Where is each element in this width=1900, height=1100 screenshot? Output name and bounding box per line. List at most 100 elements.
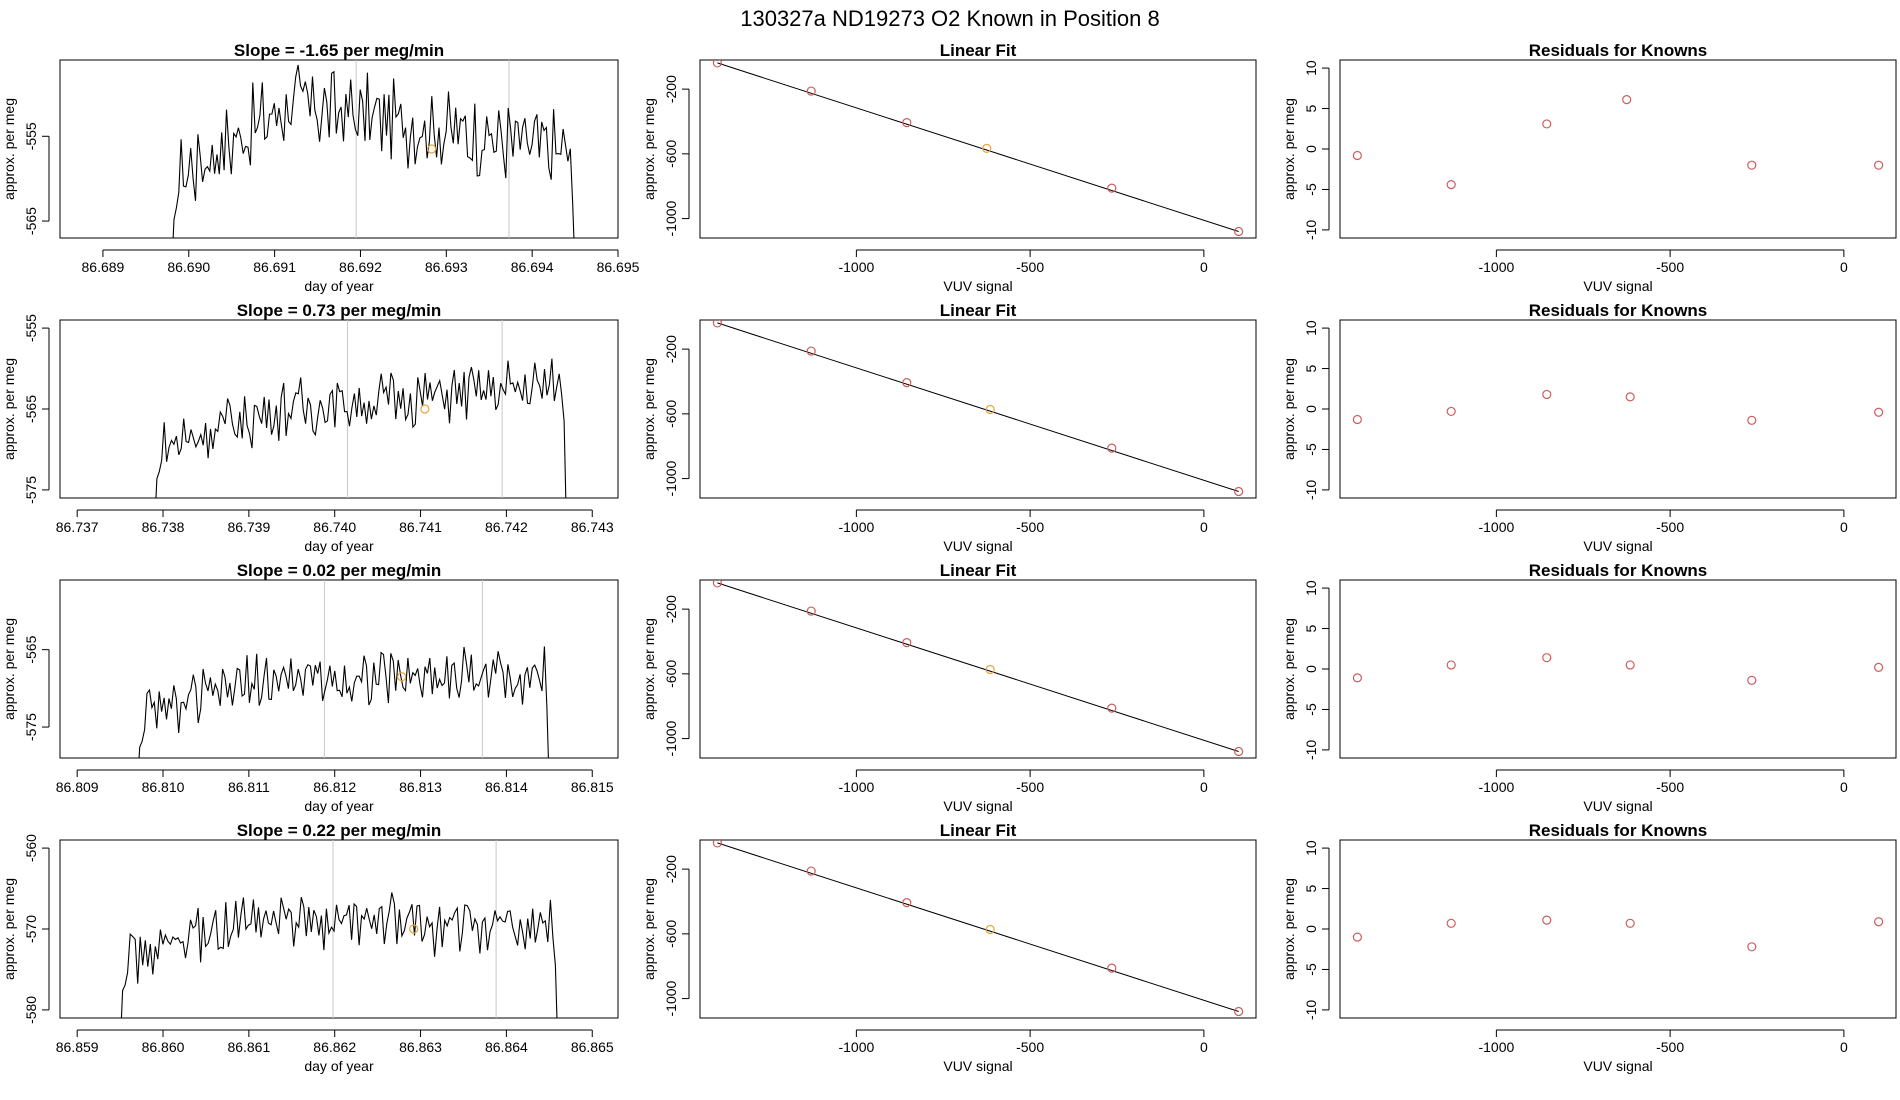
y-axis-label: approx. per meg (1281, 618, 1297, 720)
y-tick-label: 5 (1303, 624, 1319, 632)
fit-point (806, 346, 816, 356)
y-tick-label: -1000 (663, 720, 679, 756)
y-tick-label: 10 (1303, 60, 1319, 76)
x-tick-label: -500 (1016, 1039, 1044, 1055)
y-tick-label: -5 (1303, 963, 1319, 976)
residual-point (1747, 675, 1757, 685)
x-tick-label: 86.692 (339, 259, 382, 275)
plot-marks (712, 580, 1244, 757)
x-tick-label: 86.691 (253, 259, 296, 275)
residual-point (1747, 942, 1757, 952)
y-tick-label: 0 (1303, 665, 1319, 673)
y-axis-label: approx. per meg (641, 878, 657, 980)
residual-point (1542, 915, 1552, 925)
fit-point (806, 866, 816, 876)
y-axis-label: approx. per meg (641, 358, 657, 460)
y-tick-label: -5 (1303, 703, 1319, 716)
y-tick-label: -1000 (663, 980, 679, 1016)
residual-point (1747, 415, 1757, 425)
fit-point (806, 86, 816, 96)
residual-point (1542, 389, 1552, 400)
y-axis-label: approx. per meg (1, 98, 17, 200)
y-tick-label: -600 (663, 400, 679, 428)
panel-title: Slope = -1.65 per meg/min (234, 41, 444, 60)
plot-marks (138, 580, 549, 758)
y-tick-label: -555 (23, 122, 39, 150)
plot-marks (712, 60, 1244, 237)
fit-line (717, 62, 1239, 233)
fit-line (717, 582, 1239, 753)
x-axis-label: VUV signal (1583, 798, 1652, 814)
residual-point (1625, 918, 1635, 928)
x-tick-label: 0 (1840, 779, 1848, 795)
fit-point (982, 143, 992, 153)
y-tick-label: 5 (1303, 104, 1319, 112)
x-axis-label: VUV signal (943, 278, 1012, 294)
y-axis-label: approx. per meg (641, 618, 657, 720)
x-tick-label: 86.813 (399, 779, 442, 795)
fit-point (1107, 963, 1117, 973)
y-tick-label: -555 (23, 314, 39, 342)
y-tick-label: -10 (1303, 220, 1319, 240)
residual-point (1446, 918, 1456, 928)
plot-marks (1352, 389, 1884, 425)
x-tick-label: 86.740 (313, 519, 356, 535)
panel-timeseries-row-2: Slope = 0.73 per meg/min 86.737 86.738 86.7… (1, 301, 619, 554)
x-tick-label: 86.738 (142, 519, 185, 535)
x-tick-label: 86.865 (571, 1039, 614, 1055)
fit-point (902, 118, 912, 128)
y-tick-label: 0 (1303, 925, 1319, 933)
x-axis-label: VUV signal (1583, 278, 1652, 294)
fit-point (712, 60, 722, 68)
x-tick-label: -500 (1656, 779, 1684, 795)
residual-point (1542, 119, 1552, 129)
residual-point (1625, 660, 1635, 670)
x-tick-label: 86.741 (399, 519, 442, 535)
panel-title: Residuals for Knowns (1529, 301, 1708, 320)
panel-title: Linear Fit (940, 821, 1017, 840)
panel-grid: Slope = -1.65 per meg/min 86.689 86.690 86.… (1, 41, 1897, 1074)
plot-marks (1352, 653, 1884, 685)
signal-trace (155, 358, 567, 498)
x-tick-label: 86.811 (228, 779, 270, 795)
y-tick-label: -575 (23, 476, 39, 504)
panel-residuals-row-4: Residuals for Knowns -1000 -500 0 VUV signal… (1281, 821, 1897, 1074)
fit-point (1234, 486, 1244, 497)
y-tick-label: 10 (1303, 320, 1319, 336)
plot-frame (1339, 59, 1897, 239)
x-tick-label: 86.814 (485, 779, 528, 795)
y-tick-label: -5 (1303, 183, 1319, 196)
x-axis-label: day of year (304, 798, 374, 814)
residual-point (1446, 406, 1456, 417)
panel-timeseries-row-4: Slope = 0.22 per meg/min 86.859 86.860 86.8… (1, 821, 619, 1074)
x-tick-label: 0 (1840, 1039, 1848, 1055)
x-tick-label: 86.812 (313, 779, 356, 795)
panel-residuals-row-2: Residuals for Knowns -1000 -500 0 VUV signal… (1281, 301, 1897, 554)
x-tick-label: -1000 (1478, 1039, 1514, 1055)
plot-marks (712, 840, 1244, 1017)
y-tick-label: -10 (1303, 480, 1319, 500)
fit-point (712, 580, 722, 588)
x-tick-label: -1000 (838, 519, 874, 535)
x-tick-label: -1000 (838, 1039, 874, 1055)
x-tick-label: 86.860 (142, 1039, 185, 1055)
highlight-point (427, 144, 437, 154)
panel-fit-row-3: Linear Fit -1000 -500 0 VUV signal -200 -600 -1… (641, 561, 1257, 814)
x-tick-label: 0 (1840, 519, 1848, 535)
fit-point (985, 404, 995, 415)
x-axis-label: VUV signal (943, 1058, 1012, 1074)
x-tick-label: 86.694 (511, 259, 554, 275)
x-tick-label: 86.690 (167, 259, 210, 275)
x-tick-label: 86.863 (399, 1039, 442, 1055)
plot-frame (1339, 579, 1897, 759)
fit-point (1234, 1006, 1244, 1017)
x-tick-label: -1000 (838, 259, 874, 275)
fit-point (1107, 183, 1117, 193)
y-tick-label: -575 (23, 713, 39, 741)
panel-fit-row-4: Linear Fit -1000 -500 0 VUV signal -200 -600 -1… (641, 821, 1257, 1074)
plot-frame (1339, 319, 1897, 499)
highlight-point (397, 672, 407, 682)
signal-trace (138, 646, 549, 758)
x-tick-label: 0 (1200, 519, 1208, 535)
residual-point (1747, 160, 1757, 170)
